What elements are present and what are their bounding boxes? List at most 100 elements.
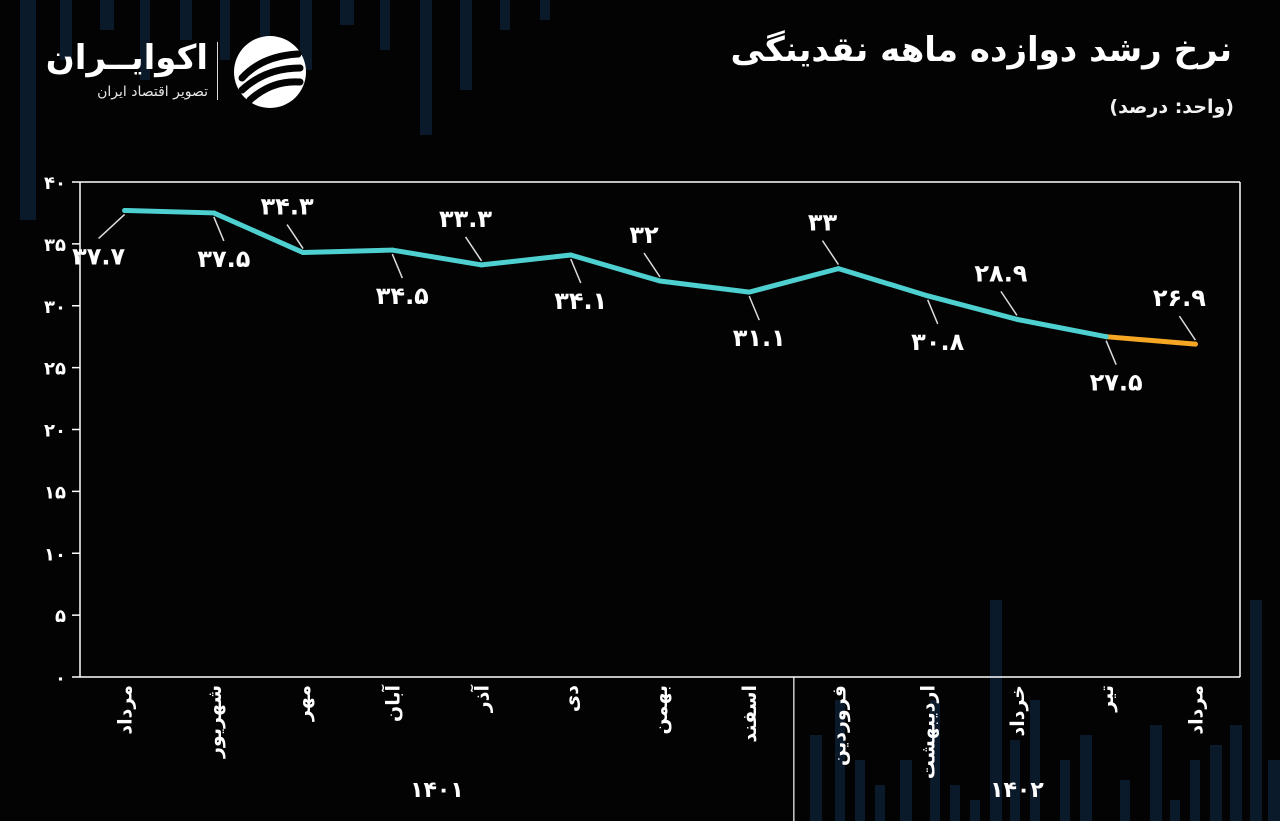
label-leader-line [927,299,939,325]
data-label: ۳۴.۵ [376,282,429,310]
label-leader-line [464,236,483,262]
decorative-bar [855,760,865,821]
y-tick-label: ۴۰ [44,173,66,194]
data-point [1014,316,1020,322]
data-label: ۳۲ [629,221,659,249]
x-tick-label: اردیبهشت [918,685,940,779]
brand-divider [217,42,218,100]
x-tick-label: مرداد [115,685,137,735]
decorative-bar [1190,760,1200,821]
label-leader-line [1178,315,1197,341]
x-tick-label: مرداد [1185,685,1207,735]
x-tick-label: شهریور [204,685,226,759]
y-tick-label: ۳۰ [44,297,66,318]
label-leader-line [1105,340,1117,365]
label-leader-line [213,216,225,242]
decorative-bar [1268,760,1280,821]
decorative-bar [1080,735,1092,821]
decorative-bar [1250,600,1262,821]
data-label: ۳۱.۱ [733,324,786,352]
decorative-bar [1010,740,1020,821]
data-label: ۲۸.۹ [974,259,1027,287]
data-point [122,207,128,213]
y-tick-label: ۳۵ [44,235,66,256]
decorative-bar [1120,780,1130,821]
brand-logo-icon [234,36,306,108]
unit-label: (واحد: درصد) [1109,96,1234,118]
decorative-bar [20,0,36,220]
chart-title: نرخ رشد دوازده ماهه نقدینگی [730,30,1232,70]
brand-block: اکوایــران تصویر اقتصاد ایران [45,36,318,108]
decorative-bar [900,760,912,821]
year-label: ۱۴۰۲ [990,778,1044,803]
decorative-bar [100,0,114,30]
decorative-bar [875,785,885,821]
data-point [1192,341,1198,347]
y-tick-label: ۲۰ [44,421,66,442]
decorative-bar [810,735,822,821]
data-label: ۳۷.۷ [72,242,125,270]
x-tick-label: دی [561,685,583,712]
decorative-bar [420,0,432,135]
decorative-bar [835,700,845,821]
data-point [1103,334,1109,340]
label-leader-line [286,224,304,249]
decorative-bar [970,800,980,821]
decorative-bar [220,0,230,60]
label-leader-line [821,240,840,266]
x-tick-label: خرداد [1007,685,1029,737]
data-point [479,262,485,268]
brand-tagline: تصویر اقتصاد ایران [97,84,208,100]
data-point [568,252,574,258]
data-label: ۳۴.۱ [554,287,607,315]
x-tick-label: تیر [1096,685,1118,713]
data-point [300,250,306,256]
series-line [122,207,1109,340]
decorative-bar [1150,725,1162,821]
data-label: ۲۶.۹ [1153,284,1206,312]
decorative-bar [340,0,354,25]
y-tick-label: ۱۰ [44,544,66,565]
decorative-bar [540,0,550,20]
data-point [746,289,752,295]
decorative-bar [950,785,960,821]
x-tick-label: آذر [470,685,494,714]
data-point [211,210,217,216]
decorative-bar [460,0,472,90]
decorative-bar [260,0,270,40]
decorative-bar [300,0,312,70]
label-leader-line [643,252,661,278]
data-point [835,266,841,272]
x-tick-label: بهمن [650,685,672,735]
x-tick-label: فروردین [828,685,850,766]
decorative-bar [1230,725,1242,821]
label-leader-line [391,253,403,279]
series-line-highlight [1103,334,1198,347]
data-point [925,293,931,299]
y-tick-label: ۲۵ [44,359,66,380]
data-label: ۳۳ [808,209,838,237]
data-label: ۳۷.۵ [197,245,250,273]
label-leader-line [1000,290,1018,316]
decorative-bar [1030,700,1040,821]
data-label: ۳۴.۳ [261,193,314,221]
decorative-bar [180,0,192,40]
decorative-bar [1210,745,1222,821]
y-tick-label: ۰ [55,668,66,689]
label-leader-line [570,258,582,284]
brand-name: اکوایــران [45,38,208,78]
decorative-bar [930,700,940,821]
data-point [389,247,395,253]
decorative-bar [140,0,150,80]
label-leader-line [98,213,126,240]
data-point [657,278,663,284]
x-tick-label: مهر [293,685,315,722]
decorative-bar [1170,800,1180,821]
y-tick-label: ۵ [55,606,66,627]
x-tick-label: اسفند [739,685,761,743]
data-label: ۳۳.۳ [439,205,492,233]
decorative-bar [1060,760,1070,821]
data-label: ۲۷.۵ [1090,369,1143,397]
year-label: ۱۴۰۱ [410,778,464,803]
